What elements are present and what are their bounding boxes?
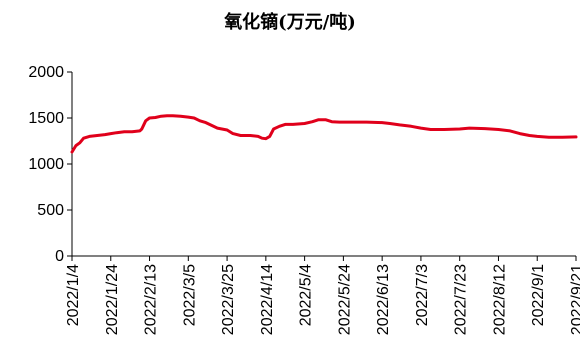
data-point xyxy=(389,122,391,125)
data-point xyxy=(536,135,538,137)
y-tick-label: 1500 xyxy=(28,110,64,127)
x-tick-label: 2022/9/1 xyxy=(530,264,547,326)
series-lines xyxy=(70,114,578,154)
data-point xyxy=(232,133,234,135)
series-line xyxy=(70,114,578,154)
data-point xyxy=(154,116,156,119)
data-point xyxy=(265,138,267,140)
data-point xyxy=(180,115,182,117)
data-point xyxy=(269,135,271,137)
x-tick-label: 2022/8/12 xyxy=(491,264,508,335)
data-point xyxy=(160,115,162,117)
data-point xyxy=(561,136,564,138)
data-point xyxy=(284,123,286,125)
data-point xyxy=(110,133,112,135)
data-point xyxy=(497,128,500,131)
data-point xyxy=(278,125,280,127)
data-point xyxy=(205,122,207,124)
data-point xyxy=(75,145,77,147)
x-tick-label: 2022/1/4 xyxy=(65,264,82,326)
data-point xyxy=(420,127,422,129)
data-point xyxy=(350,121,352,123)
data-point xyxy=(519,133,521,135)
x-tick-label: 2022/2/13 xyxy=(143,264,160,335)
data-point xyxy=(430,128,432,131)
data-point xyxy=(311,121,313,123)
data-point xyxy=(88,135,90,137)
data-point xyxy=(211,124,213,126)
y-tick-label: 500 xyxy=(37,202,64,219)
data-point xyxy=(257,135,259,137)
data-point xyxy=(459,128,461,130)
data-point xyxy=(96,134,98,137)
data-point xyxy=(509,130,511,132)
data-point xyxy=(71,151,73,153)
data-point xyxy=(240,134,242,137)
data-point xyxy=(216,127,218,129)
data-point xyxy=(139,130,141,132)
data-point xyxy=(548,136,550,138)
data-point xyxy=(410,125,412,127)
data-point xyxy=(199,120,201,122)
data-point xyxy=(226,129,228,131)
data-point xyxy=(166,115,168,117)
data-point xyxy=(172,115,174,117)
x-tick-label: 2022/1/24 xyxy=(104,264,121,335)
data-point xyxy=(116,132,118,134)
data-point xyxy=(123,131,125,133)
x-tick-label: 2022/9/21 xyxy=(569,264,580,335)
data-point xyxy=(148,117,151,119)
data-point xyxy=(261,137,263,139)
data-point xyxy=(443,128,445,131)
data-point xyxy=(141,128,143,130)
data-point xyxy=(145,120,147,122)
data-point xyxy=(325,119,327,121)
data-point xyxy=(292,123,294,125)
x-tick-label: 2022/3/5 xyxy=(181,264,198,326)
data-point xyxy=(79,142,81,144)
axes xyxy=(67,71,577,261)
data-point xyxy=(193,117,195,119)
data-point xyxy=(366,121,368,123)
data-point xyxy=(83,137,85,139)
x-tick-label: 2022/5/24 xyxy=(336,264,353,335)
data-point xyxy=(575,136,577,138)
x-tick-label: 2022/7/23 xyxy=(453,264,470,335)
y-tick-label: 2000 xyxy=(28,64,64,81)
x-tick-label: 2022/5/4 xyxy=(298,264,315,326)
chart-title: 氧化镝(万元/吨) xyxy=(224,12,356,33)
x-tick-label: 2022/3/25 xyxy=(220,264,237,335)
y-axis-labels: 0 500 1000 1500 2000 xyxy=(28,64,64,265)
x-tick-label: 2022/4/14 xyxy=(259,264,276,335)
y-tick-label: 0 xyxy=(55,248,64,265)
data-point xyxy=(468,127,470,129)
data-point xyxy=(273,128,275,130)
data-point xyxy=(317,119,319,121)
data-point xyxy=(381,122,383,124)
data-point xyxy=(399,124,401,126)
data-point xyxy=(187,116,189,118)
x-tick-label: 2022/6/13 xyxy=(375,264,392,335)
data-point xyxy=(528,134,531,137)
data-point xyxy=(331,121,333,123)
data-point xyxy=(338,121,341,123)
data-point xyxy=(484,128,486,130)
data-point xyxy=(131,131,133,133)
x-axis-labels: 2022/1/4 2022/1/24 2022/2/13 2022/3/5 2022/3… xyxy=(65,264,580,335)
data-point xyxy=(249,134,251,137)
data-point xyxy=(304,122,306,125)
x-tick-label: 2022/7/3 xyxy=(414,264,431,326)
y-tick-label: 1000 xyxy=(28,156,64,173)
data-point xyxy=(104,134,106,136)
